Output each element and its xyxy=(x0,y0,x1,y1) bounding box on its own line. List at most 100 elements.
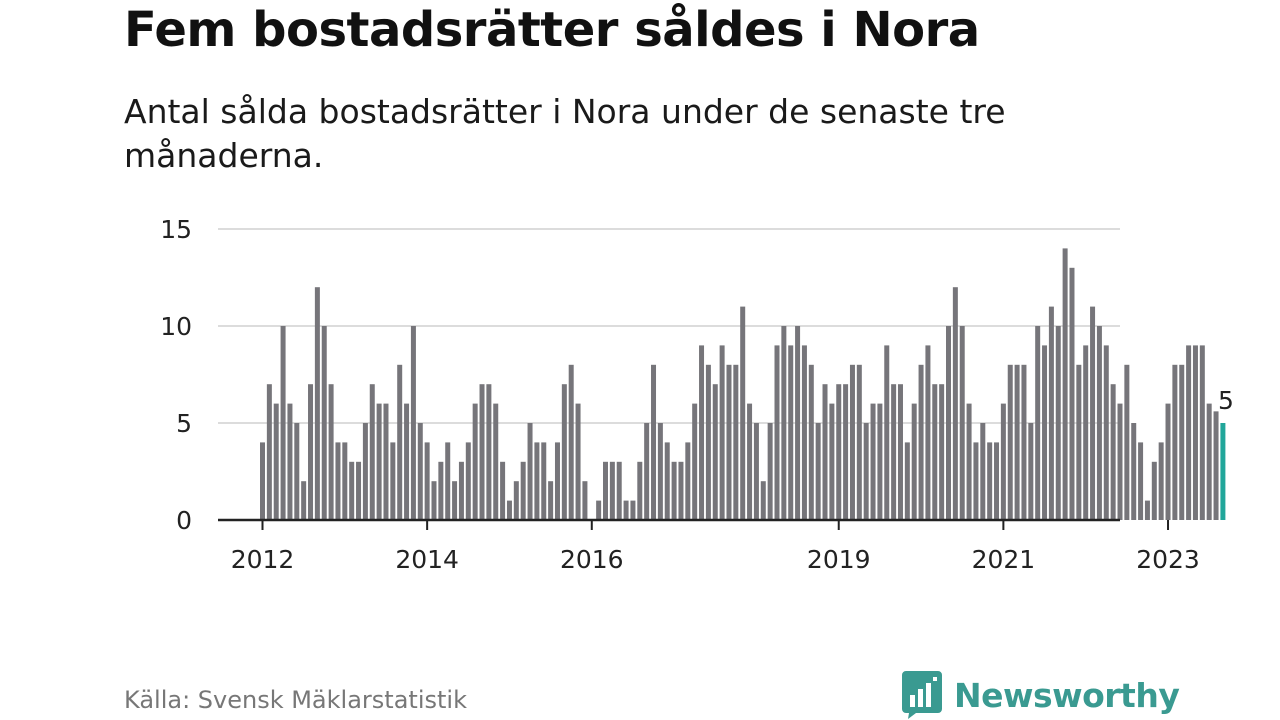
bar xyxy=(356,461,362,520)
bar-latest xyxy=(1220,423,1226,520)
bar xyxy=(891,384,897,520)
bar xyxy=(1048,306,1054,520)
bar xyxy=(548,481,554,520)
y-tick-label: 10 xyxy=(160,312,192,341)
bar xyxy=(946,326,951,520)
bar xyxy=(1124,364,1130,520)
bar xyxy=(616,461,622,520)
bar xyxy=(712,384,718,520)
bar xyxy=(692,403,698,520)
bar xyxy=(273,403,279,520)
bar xyxy=(493,403,499,520)
bar xyxy=(870,403,876,520)
axes xyxy=(218,518,1170,530)
bar xyxy=(863,423,869,520)
bar xyxy=(836,384,842,520)
bar xyxy=(1000,403,1006,520)
bar xyxy=(651,364,657,520)
bar xyxy=(980,423,986,520)
tick-labels: 0 5 10 15 5 2012 2014 2016 2019 2021 2023 xyxy=(160,215,1234,574)
newsworthy-logo-icon xyxy=(902,671,942,719)
bar xyxy=(500,461,506,520)
bar xyxy=(1069,267,1075,520)
bar xyxy=(623,500,629,520)
bar xyxy=(287,403,293,520)
bar xyxy=(424,442,430,520)
bar xyxy=(788,345,794,520)
bar xyxy=(925,345,931,520)
bar xyxy=(705,364,711,520)
x-tick-label: 2023 xyxy=(1136,545,1200,574)
latest-value-label: 5 xyxy=(1218,386,1234,415)
bar xyxy=(314,287,320,520)
bar xyxy=(1083,345,1089,520)
bar xyxy=(335,442,341,520)
bar xyxy=(520,461,526,520)
y-tick-label: 15 xyxy=(160,215,192,244)
bar xyxy=(884,345,890,520)
bar xyxy=(431,481,437,520)
bar xyxy=(781,326,787,520)
bar xyxy=(918,364,924,520)
bar xyxy=(795,326,801,520)
bar xyxy=(719,345,725,520)
bar xyxy=(582,481,588,520)
bar xyxy=(321,326,327,520)
bar xyxy=(1076,364,1082,520)
bar xyxy=(1144,500,1150,520)
brand-name: Newsworthy xyxy=(954,675,1180,715)
bar xyxy=(699,345,705,520)
bar xyxy=(1165,403,1171,520)
bar xyxy=(527,423,533,520)
bar xyxy=(568,364,574,520)
bar xyxy=(465,442,471,520)
bar xyxy=(685,442,691,520)
bar xyxy=(973,442,979,520)
bar xyxy=(1206,403,1212,520)
bar xyxy=(362,423,368,520)
bar xyxy=(458,461,464,520)
bar xyxy=(726,364,732,520)
bar xyxy=(856,364,862,520)
bar xyxy=(987,442,993,520)
bar xyxy=(1028,423,1034,520)
bar xyxy=(369,384,375,520)
bar xyxy=(630,500,636,520)
bar xyxy=(904,442,910,520)
bar xyxy=(1179,364,1185,520)
bar xyxy=(1110,384,1116,520)
bar xyxy=(1138,442,1144,520)
x-tick-label: 2014 xyxy=(395,545,459,574)
bar xyxy=(822,384,828,520)
bar xyxy=(767,423,773,520)
bar xyxy=(897,384,903,520)
bar xyxy=(506,500,512,520)
bar xyxy=(486,384,492,520)
bar xyxy=(843,384,849,520)
bar xyxy=(1172,364,1178,520)
bar xyxy=(678,461,684,520)
bar xyxy=(1035,326,1041,520)
source-note: Källa: Svensk Mäklarstatistik xyxy=(124,686,467,714)
bar xyxy=(966,403,972,520)
bar xyxy=(280,326,286,520)
bar xyxy=(753,423,759,520)
bar xyxy=(808,364,814,520)
bar xyxy=(294,423,300,520)
bar xyxy=(266,384,272,520)
bar xyxy=(1103,345,1109,520)
bar xyxy=(932,384,938,520)
bar xyxy=(1090,306,1096,520)
bar xyxy=(774,345,780,520)
bar xyxy=(397,364,403,520)
bar xyxy=(1062,248,1068,520)
bar xyxy=(1131,423,1137,520)
bar xyxy=(445,442,451,520)
bar xyxy=(671,461,677,520)
bar xyxy=(747,403,753,520)
bar xyxy=(541,442,547,520)
bar xyxy=(1158,442,1164,520)
bar xyxy=(911,403,917,520)
bar xyxy=(815,423,821,520)
